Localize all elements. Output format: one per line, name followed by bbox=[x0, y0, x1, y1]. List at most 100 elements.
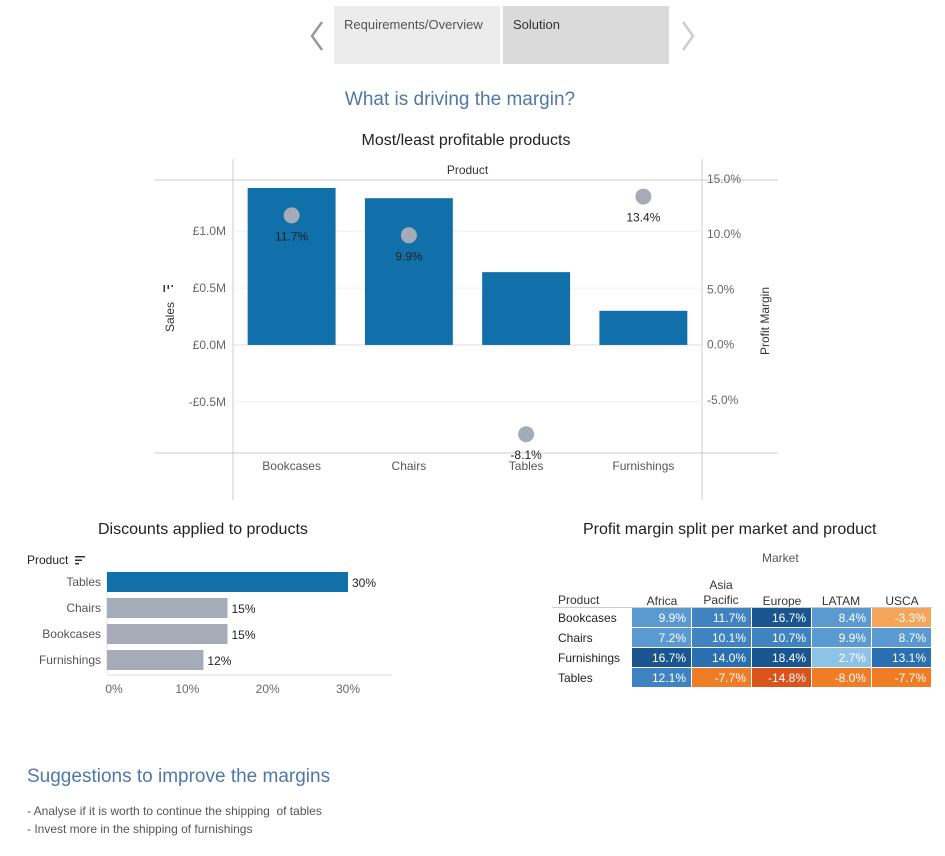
row-label: Bookcases bbox=[558, 611, 617, 625]
x-tick-label: Chairs bbox=[392, 459, 427, 473]
tab-requirements-overview[interactable]: Requirements/Overview bbox=[334, 6, 500, 64]
discount-bar-bookcases bbox=[107, 624, 228, 644]
heatmap-cell bbox=[812, 608, 871, 627]
y2-tick-label: 0.0% bbox=[707, 338, 735, 352]
cell-label: -8.0% bbox=[835, 671, 867, 685]
y-tick-label: £1.0M bbox=[193, 224, 226, 238]
margin-point-chairs bbox=[400, 227, 417, 244]
heatmap-cell bbox=[692, 608, 751, 627]
x-tick-label: 30% bbox=[336, 682, 360, 696]
cell-label: 8.7% bbox=[899, 631, 927, 645]
chart-title-profitability: Most/least profitable products bbox=[361, 132, 571, 149]
next-arrow-icon[interactable] bbox=[673, 16, 703, 56]
data-label: 9.9% bbox=[395, 249, 423, 263]
tab-label: Requirements/Overview bbox=[344, 17, 483, 32]
x-tick-label: 0% bbox=[105, 682, 123, 696]
cell-label: 13.1% bbox=[892, 651, 926, 665]
tab-label: Solution bbox=[513, 17, 560, 32]
heatmap-chart: Bookcases 9.9% 11.7% 16.7% 8.4% -3.3% Chairs 7.… bbox=[558, 608, 931, 687]
x-tick-label: Bookcases bbox=[262, 459, 321, 473]
cell-label: -7.7% bbox=[895, 671, 927, 685]
heatmap-header-divider bbox=[552, 607, 932, 608]
y2-tick-label: 15.0% bbox=[707, 172, 741, 186]
cell-label: 16.7% bbox=[652, 651, 686, 665]
x-tick-label: 10% bbox=[175, 682, 199, 696]
sort-icon bbox=[75, 556, 85, 565]
heatmap-cell bbox=[632, 628, 691, 647]
cell-label: 10.1% bbox=[712, 631, 746, 645]
category-label: Bookcases bbox=[42, 627, 101, 641]
x-tick-label: 20% bbox=[256, 682, 280, 696]
bar-chairs bbox=[364, 198, 453, 345]
bar-tables bbox=[482, 272, 571, 345]
heatmap-row-header: Product bbox=[558, 593, 600, 607]
heatmap-cell bbox=[692, 628, 751, 647]
y-axis-title: Product bbox=[27, 553, 69, 567]
heatmap-column-header: Market bbox=[762, 551, 799, 565]
cell-label: -3.3% bbox=[895, 611, 927, 625]
sort-icon bbox=[163, 285, 173, 292]
cell-label: 18.4% bbox=[772, 651, 806, 665]
y2-tick-label: -5.0% bbox=[707, 393, 739, 407]
chart-title-discounts: Discounts applied to products bbox=[98, 521, 308, 538]
heatmap-column-usca: USCA bbox=[885, 594, 919, 608]
data-label: 15% bbox=[232, 628, 256, 642]
y-tick-label: £0.5M bbox=[193, 281, 226, 295]
heatmap-cell bbox=[692, 668, 751, 687]
sort-icon-bar bbox=[171, 285, 173, 287]
data-label: 13.4% bbox=[626, 211, 660, 225]
cell-label: 9.9% bbox=[839, 631, 867, 645]
row-label: Furnishings bbox=[558, 651, 620, 665]
profitability-chart: Product £1.0M £0.5M £0.0M -£0.5M 15.0% 10.0% 5.… bbox=[155, 159, 778, 500]
heatmap-column-latam: LATAM bbox=[821, 594, 861, 608]
y2-tick-label: 10.0% bbox=[707, 227, 741, 241]
data-label: 30% bbox=[352, 576, 376, 590]
row-label: Chairs bbox=[558, 631, 593, 645]
tab-solution[interactable]: Solution bbox=[503, 6, 669, 64]
x-tick-label: Tables bbox=[509, 459, 544, 473]
data-label: 11.7% bbox=[275, 229, 308, 243]
page-heading: What is driving the margin? bbox=[344, 89, 576, 110]
heatmap-cell bbox=[752, 668, 811, 687]
heatmap-cell bbox=[812, 628, 871, 647]
previous-arrow-icon[interactable] bbox=[302, 16, 332, 56]
heatmap-cell bbox=[632, 668, 691, 687]
heatmap-cell bbox=[752, 608, 811, 627]
discount-bar-tables bbox=[107, 572, 348, 592]
heatmap-cell bbox=[872, 628, 931, 647]
discounts-chart: Product Tables 30% Chairs 15% Bookcases 15% Fur… bbox=[27, 553, 392, 696]
bar-furnishings bbox=[599, 310, 688, 345]
category-label: Tables bbox=[66, 575, 101, 589]
cell-label: 14.0% bbox=[712, 651, 746, 665]
heatmap-cell bbox=[632, 608, 691, 627]
heatmap-column-europe: Europe bbox=[762, 594, 802, 608]
cell-label: 10.7% bbox=[772, 631, 806, 645]
heatmap-cell bbox=[692, 648, 751, 667]
data-label: -8.1% bbox=[510, 448, 542, 462]
heatmap-column-africa: Africa bbox=[646, 594, 678, 608]
x-tick-label: Furnishings bbox=[612, 459, 674, 473]
category-label: Furnishings bbox=[39, 653, 101, 667]
cell-label: 12.1% bbox=[652, 671, 686, 685]
margin-point-bookcases bbox=[283, 207, 300, 224]
row-label: Tables bbox=[558, 671, 593, 685]
y-axis-title: Sales bbox=[163, 302, 177, 332]
sort-icon-bar bbox=[167, 285, 169, 289]
margin-point-furnishings bbox=[635, 188, 652, 205]
cell-label: -7.7% bbox=[715, 671, 747, 685]
sort-icon-bar bbox=[75, 559, 82, 561]
discount-bar-furnishings bbox=[107, 650, 204, 670]
y2-tick-label: 5.0% bbox=[707, 282, 735, 296]
heatmap-cell bbox=[872, 668, 931, 687]
cell-label: 11.7% bbox=[713, 611, 746, 625]
discount-bar-chairs bbox=[107, 598, 228, 618]
heatmap-cell bbox=[632, 648, 691, 667]
cell-label: 7.2% bbox=[659, 631, 687, 645]
cell-label: 2.7% bbox=[839, 651, 867, 665]
category-label: Chairs bbox=[66, 601, 101, 615]
heatmap-cell bbox=[872, 608, 931, 627]
suggestion-item-1: - Analyse if it is worth to continue the… bbox=[27, 804, 322, 818]
heatmap-column-asia-pacific: Asia Pacific bbox=[703, 578, 739, 607]
heatmap-cell bbox=[752, 628, 811, 647]
suggestions-title: Suggestions to improve the margins bbox=[27, 766, 331, 787]
